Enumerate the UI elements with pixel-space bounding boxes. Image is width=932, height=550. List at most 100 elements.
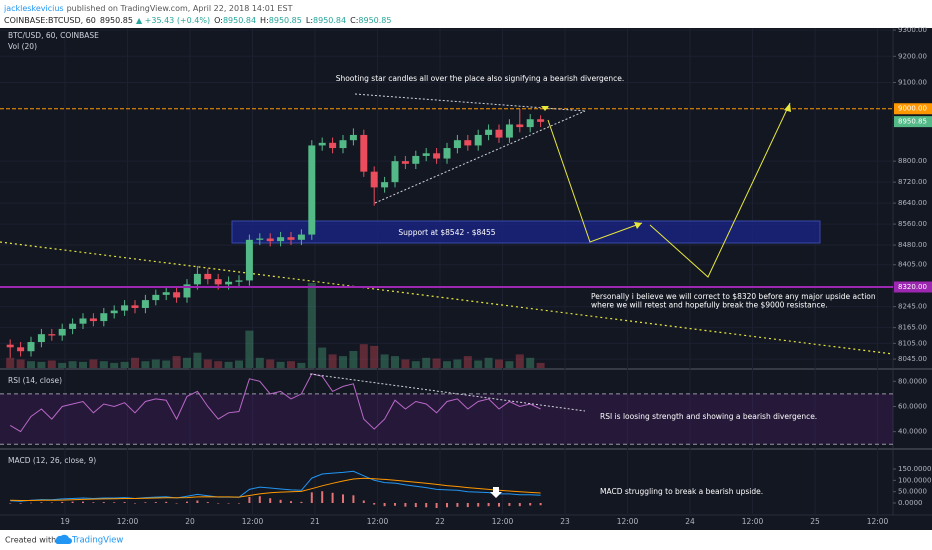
candle-body — [214, 279, 222, 285]
ohlc-value: 8950.85 — [269, 16, 302, 25]
macd-line — [10, 470, 541, 502]
candle-body — [339, 140, 347, 149]
volume-bar — [328, 354, 337, 368]
pane-title: Vol (20) — [8, 42, 37, 51]
candle-body — [287, 237, 295, 240]
macd-histogram-bar — [50, 502, 53, 504]
macd-histogram-bar — [466, 502, 469, 508]
volume-bar — [131, 357, 139, 368]
volume-bar — [391, 356, 399, 368]
macd-histogram-bar — [342, 494, 344, 503]
macd-histogram-bar — [123, 502, 126, 503]
macd-histogram-bar — [61, 501, 64, 503]
candle-body — [422, 153, 430, 156]
annotation: RSI is loosing strength and showing a be… — [600, 412, 817, 421]
candle-body — [48, 334, 56, 336]
candle-body — [349, 134, 357, 141]
y-tick-label: 8245.00 — [898, 303, 927, 311]
volume-bar — [110, 362, 119, 368]
macd-histogram-bar — [196, 500, 199, 503]
x-tick-label: 12:00 — [492, 517, 514, 526]
annotation: Personally i believe we will correct to … — [591, 292, 876, 301]
header-bg — [0, 0, 932, 28]
macd-histogram-bar — [362, 500, 365, 503]
volume-bar — [318, 347, 327, 368]
price-label: 8950.85 — [898, 118, 927, 126]
candle-body — [69, 323, 77, 329]
candle-body — [141, 300, 149, 308]
y-tick-label: 60.0000 — [898, 402, 927, 410]
macd-histogram-bar — [40, 502, 43, 503]
candle-body — [526, 119, 534, 128]
price-label-box — [894, 281, 932, 293]
arrow-head — [634, 222, 642, 229]
candle-body — [183, 284, 191, 298]
candle-body — [79, 318, 87, 324]
macd-histogram-bar — [71, 501, 74, 503]
candle-body — [110, 310, 118, 314]
macd-histogram-bar — [487, 502, 490, 507]
volume-bar — [484, 357, 493, 368]
candle-body — [485, 129, 493, 135]
y-tick-label: 9100.00 — [898, 79, 927, 87]
volume-bar — [89, 359, 98, 368]
macd-histogram-bar — [165, 501, 168, 503]
volume-bar — [27, 361, 35, 368]
volume-bar — [411, 361, 420, 368]
price-label: 8320.00 — [898, 283, 927, 291]
volume-bar — [68, 361, 77, 368]
volume-bar — [99, 361, 108, 368]
annotation: MACD struggling to break a bearish upsid… — [600, 487, 763, 496]
candle-body — [297, 234, 305, 240]
ohlc-value: 8950.84 — [313, 16, 346, 25]
rsi-line — [9, 373, 541, 433]
arrow-path — [547, 119, 643, 243]
macd-histogram-bar — [300, 501, 303, 503]
y-tick-label: 8165.00 — [898, 324, 927, 332]
change: ▲ +35.43 (+0.4%) — [136, 16, 210, 25]
volume-bar — [58, 362, 67, 368]
macd-histogram-bar — [529, 502, 532, 506]
last-price: 8950.85 — [100, 16, 133, 25]
macd-histogram-bar — [206, 502, 209, 503]
volume-bar — [307, 283, 316, 368]
macd-histogram-bar — [310, 492, 313, 503]
candle-body — [131, 305, 139, 308]
ohlc-value: 8950.84 — [223, 16, 256, 25]
x-tick-label: 21 — [310, 517, 320, 526]
macd-histogram-bar — [217, 502, 220, 504]
volume-bar — [224, 361, 233, 368]
macd-histogram-bar — [425, 502, 428, 508]
price-label: 9000.00 — [898, 105, 927, 113]
volume-bar — [495, 359, 503, 368]
ohlc-label: L: — [306, 16, 313, 25]
candle-body — [162, 292, 170, 295]
y-tick-label: 50.0000 — [898, 488, 927, 496]
macd-histogram-bar — [82, 501, 84, 503]
ohlc-label: C: — [350, 16, 358, 25]
volume-bar — [172, 356, 181, 368]
candle-body — [443, 148, 451, 159]
signal-line — [10, 477, 541, 501]
y-tick-label: 100.0000 — [898, 476, 931, 484]
tradingview-logo — [55, 534, 72, 544]
candle-body — [266, 238, 274, 242]
x-tick-label: 22 — [435, 517, 445, 526]
x-tick-label: 19 — [60, 517, 70, 526]
macd-histogram-bar — [269, 498, 272, 503]
macd-histogram-bar — [498, 502, 500, 507]
y-tick-label: 8405.00 — [898, 261, 927, 269]
volume-bar — [526, 357, 535, 368]
footer-bg — [0, 530, 932, 550]
volume-bar — [16, 359, 25, 368]
x-tick-label: 12:00 — [742, 517, 764, 526]
y-tick-label: 8560.00 — [898, 220, 927, 228]
candle-body — [27, 342, 35, 352]
macd-histogram-bar — [175, 502, 178, 504]
ohlc-value: 8950.85 — [358, 16, 391, 25]
macd-histogram-bar — [248, 496, 251, 503]
x-tick-label: 20 — [185, 517, 195, 526]
y-tick-label: 8720.00 — [898, 178, 927, 186]
annotation: Shooting star candles all over the place… — [336, 74, 625, 83]
chart-bg — [0, 28, 932, 530]
